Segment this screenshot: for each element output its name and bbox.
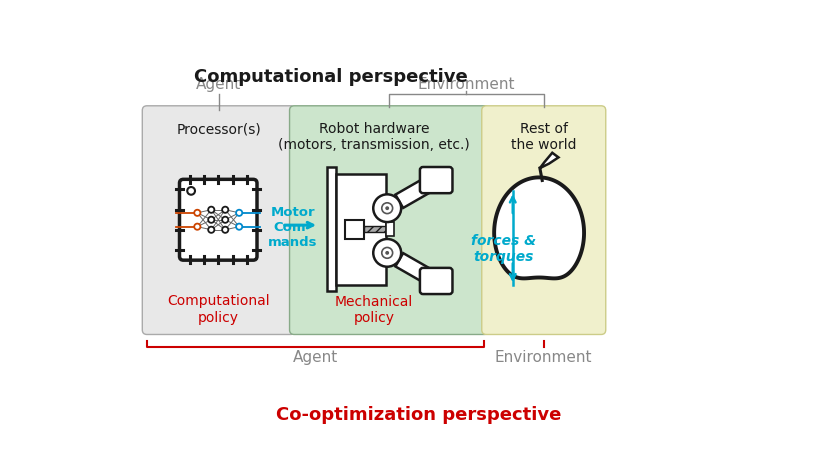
Circle shape <box>194 224 201 230</box>
Text: Environment: Environment <box>418 77 515 92</box>
Circle shape <box>382 203 392 214</box>
Circle shape <box>385 252 389 255</box>
Text: Processor(s): Processor(s) <box>176 122 261 136</box>
FancyBboxPatch shape <box>420 168 452 194</box>
Polygon shape <box>494 178 584 279</box>
Circle shape <box>236 210 242 217</box>
Text: Robot hardware
(motors, transmission, etc.): Robot hardware (motors, transmission, et… <box>278 122 470 152</box>
Text: Environment: Environment <box>495 349 592 364</box>
Circle shape <box>373 240 401 267</box>
Circle shape <box>208 227 215 233</box>
Circle shape <box>187 188 195 195</box>
Text: Mechanical
policy: Mechanical policy <box>335 294 413 324</box>
Circle shape <box>194 210 201 217</box>
Bar <box>345 221 364 239</box>
Text: Motor
Com-
mands: Motor Com- mands <box>268 206 317 249</box>
Circle shape <box>208 207 215 213</box>
Circle shape <box>385 207 389 211</box>
Bar <box>364 227 387 233</box>
FancyBboxPatch shape <box>180 180 257 261</box>
Bar <box>336 174 387 285</box>
Polygon shape <box>396 174 440 208</box>
Polygon shape <box>396 253 440 288</box>
Circle shape <box>373 195 401 223</box>
Text: Agent: Agent <box>293 349 338 364</box>
Polygon shape <box>540 153 558 169</box>
FancyBboxPatch shape <box>290 106 489 335</box>
Circle shape <box>222 217 228 224</box>
FancyBboxPatch shape <box>142 106 295 335</box>
FancyBboxPatch shape <box>420 269 452 294</box>
Text: Rest of
the world: Rest of the world <box>511 122 576 152</box>
Circle shape <box>222 227 228 233</box>
Circle shape <box>236 224 242 230</box>
Text: Computational perspective: Computational perspective <box>193 67 468 85</box>
Bar <box>387 223 394 237</box>
Text: Agent: Agent <box>196 77 242 92</box>
Text: Computational
policy: Computational policy <box>167 294 270 324</box>
Circle shape <box>382 248 392 259</box>
Text: Co-optimization perspective: Co-optimization perspective <box>276 405 561 423</box>
Text: forces &
torques: forces & torques <box>471 233 536 263</box>
Circle shape <box>208 217 215 224</box>
FancyBboxPatch shape <box>481 106 605 335</box>
Bar <box>326 168 336 291</box>
Circle shape <box>222 207 228 213</box>
